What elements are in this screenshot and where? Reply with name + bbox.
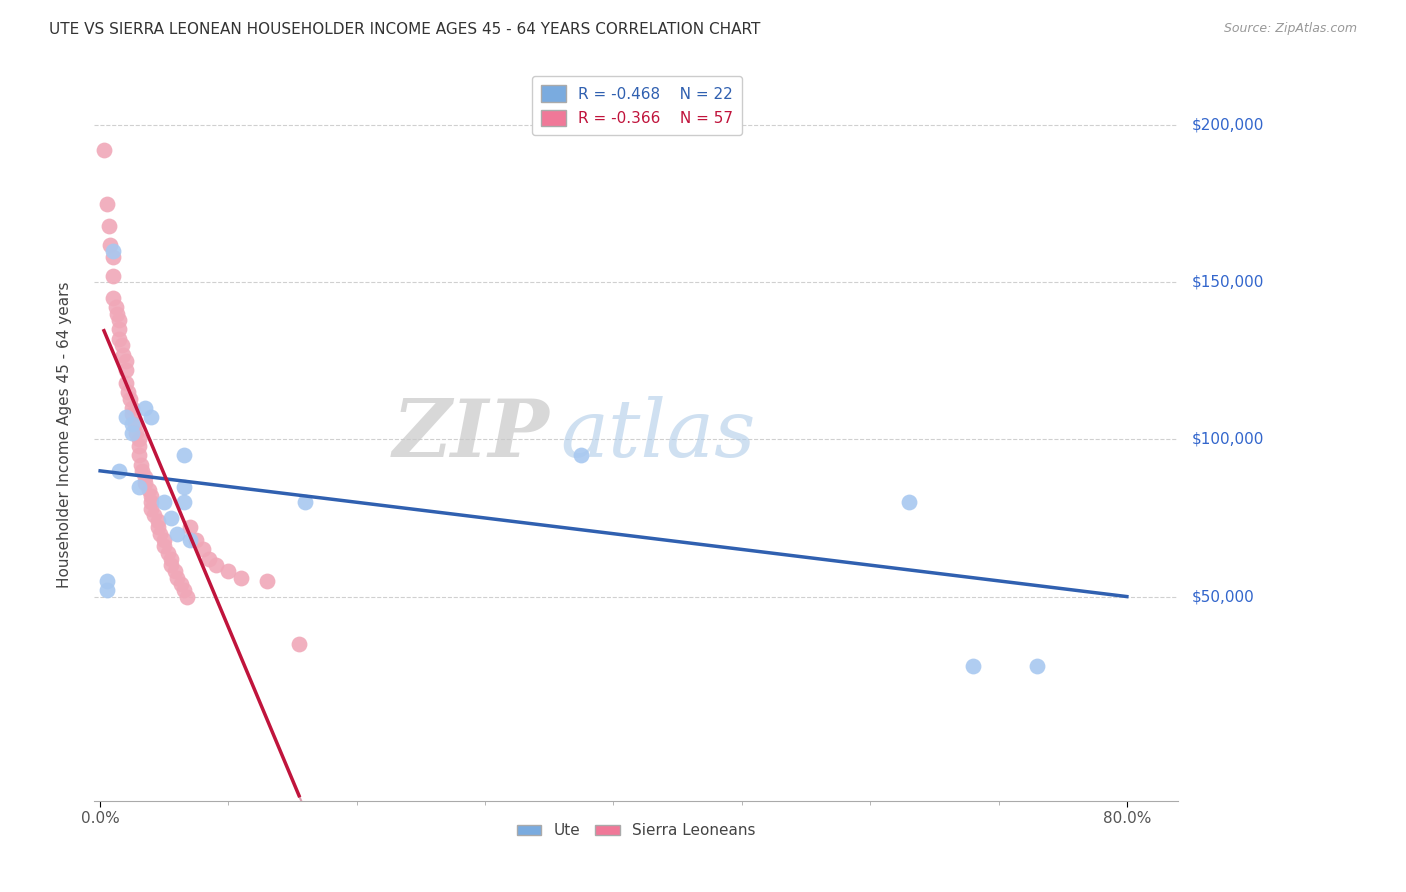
Text: $150,000: $150,000 [1192,275,1264,290]
Point [173,448,195,462]
Point [121,407,143,421]
Point [153,495,176,509]
Point [143,508,166,522]
Point [134,476,156,491]
Point [121,417,143,431]
Point [117,385,139,400]
Point [179,533,201,547]
Point [108,332,131,346]
Point [897,495,920,509]
Point [101,244,124,258]
Point [1026,658,1049,673]
Point [121,401,143,415]
Point [166,526,188,541]
Point [166,571,188,585]
Point [114,410,136,425]
Legend: Ute, Sierra Leoneans: Ute, Sierra Leoneans [510,817,762,845]
Point [217,565,239,579]
Text: $200,000: $200,000 [1192,118,1264,133]
Point [96,196,118,211]
Point [128,433,150,447]
Point [173,583,195,598]
Point [108,322,131,336]
Point [571,448,593,462]
Point [294,495,316,509]
Point [153,533,176,547]
Point [173,479,195,493]
Point [101,291,124,305]
Text: Source: ZipAtlas.com: Source: ZipAtlas.com [1223,22,1357,36]
Point [288,637,311,651]
Point [104,301,127,315]
Point [101,250,124,264]
Y-axis label: Householder Income Ages 45 - 64 years: Householder Income Ages 45 - 64 years [58,282,72,588]
Point [98,219,121,233]
Point [141,489,163,503]
Point [112,347,135,361]
Text: atlas: atlas [560,396,755,474]
Point [129,458,152,472]
Point [146,514,169,528]
Point [128,448,150,462]
Point [128,479,150,493]
Point [163,565,186,579]
Point [101,268,124,283]
Point [173,495,195,509]
Point [134,401,156,415]
Point [179,520,201,534]
Point [134,470,156,484]
Point [159,552,181,566]
Point [170,577,193,591]
Point [159,511,181,525]
Point [128,439,150,453]
Point [146,520,169,534]
Point [118,392,141,406]
Point [100,237,122,252]
Point [93,143,115,157]
Point [149,526,172,541]
Point [96,583,118,598]
Point [124,417,146,431]
Point [111,338,134,352]
Point [108,313,131,327]
Point [114,354,136,368]
Point [141,495,163,509]
Point [114,363,136,377]
Point [153,539,176,553]
Text: UTE VS SIERRA LEONEAN HOUSEHOLDER INCOME AGES 45 - 64 YEARS CORRELATION CHART: UTE VS SIERRA LEONEAN HOUSEHOLDER INCOME… [49,22,761,37]
Point [114,376,136,390]
Text: ZIP: ZIP [392,396,550,474]
Text: $50,000: $50,000 [1192,589,1254,604]
Point [141,410,163,425]
Point [125,426,148,441]
Point [96,574,118,588]
Point [131,464,153,478]
Point [157,545,180,559]
Point [198,552,221,566]
Text: $100,000: $100,000 [1192,432,1264,447]
Point [962,658,984,673]
Point [176,590,198,604]
Point [159,558,181,573]
Point [138,483,160,497]
Point [256,574,278,588]
Point [186,533,208,547]
Point [105,307,128,321]
Point [108,464,131,478]
Point [121,426,143,441]
Point [141,501,163,516]
Point [231,571,253,585]
Point [204,558,226,573]
Point [191,542,214,557]
